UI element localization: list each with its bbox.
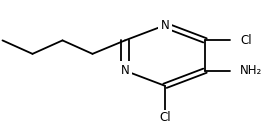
Text: N: N: [161, 19, 169, 32]
Text: N: N: [121, 64, 129, 77]
Text: NH₂: NH₂: [240, 64, 262, 77]
Text: Cl: Cl: [240, 34, 252, 47]
Text: Cl: Cl: [159, 111, 171, 124]
